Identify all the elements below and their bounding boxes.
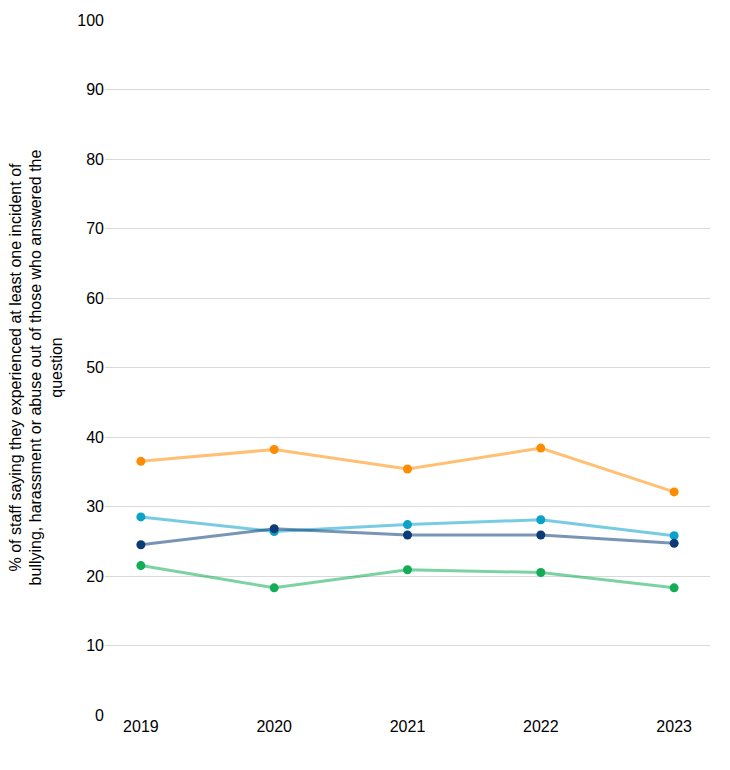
svg-text:20: 20 xyxy=(86,568,104,585)
svg-text:10: 10 xyxy=(86,637,104,654)
svg-text:70: 70 xyxy=(86,220,104,237)
svg-text:0: 0 xyxy=(95,707,104,724)
svg-text:% of staff saying they experie: % of staff saying they experienced at le… xyxy=(7,149,66,585)
svg-text:50: 50 xyxy=(86,359,104,376)
svg-text:2023: 2023 xyxy=(656,718,692,735)
svg-text:30: 30 xyxy=(86,498,104,515)
svg-text:60: 60 xyxy=(86,290,104,307)
svg-text:100: 100 xyxy=(77,12,104,29)
svg-text:2019: 2019 xyxy=(123,718,159,735)
svg-text:2022: 2022 xyxy=(523,718,559,735)
svg-text:40: 40 xyxy=(86,429,104,446)
svg-text:2020: 2020 xyxy=(256,718,292,735)
svg-text:2021: 2021 xyxy=(390,718,426,735)
svg-text:90: 90 xyxy=(86,81,104,98)
svg-text:80: 80 xyxy=(86,151,104,168)
